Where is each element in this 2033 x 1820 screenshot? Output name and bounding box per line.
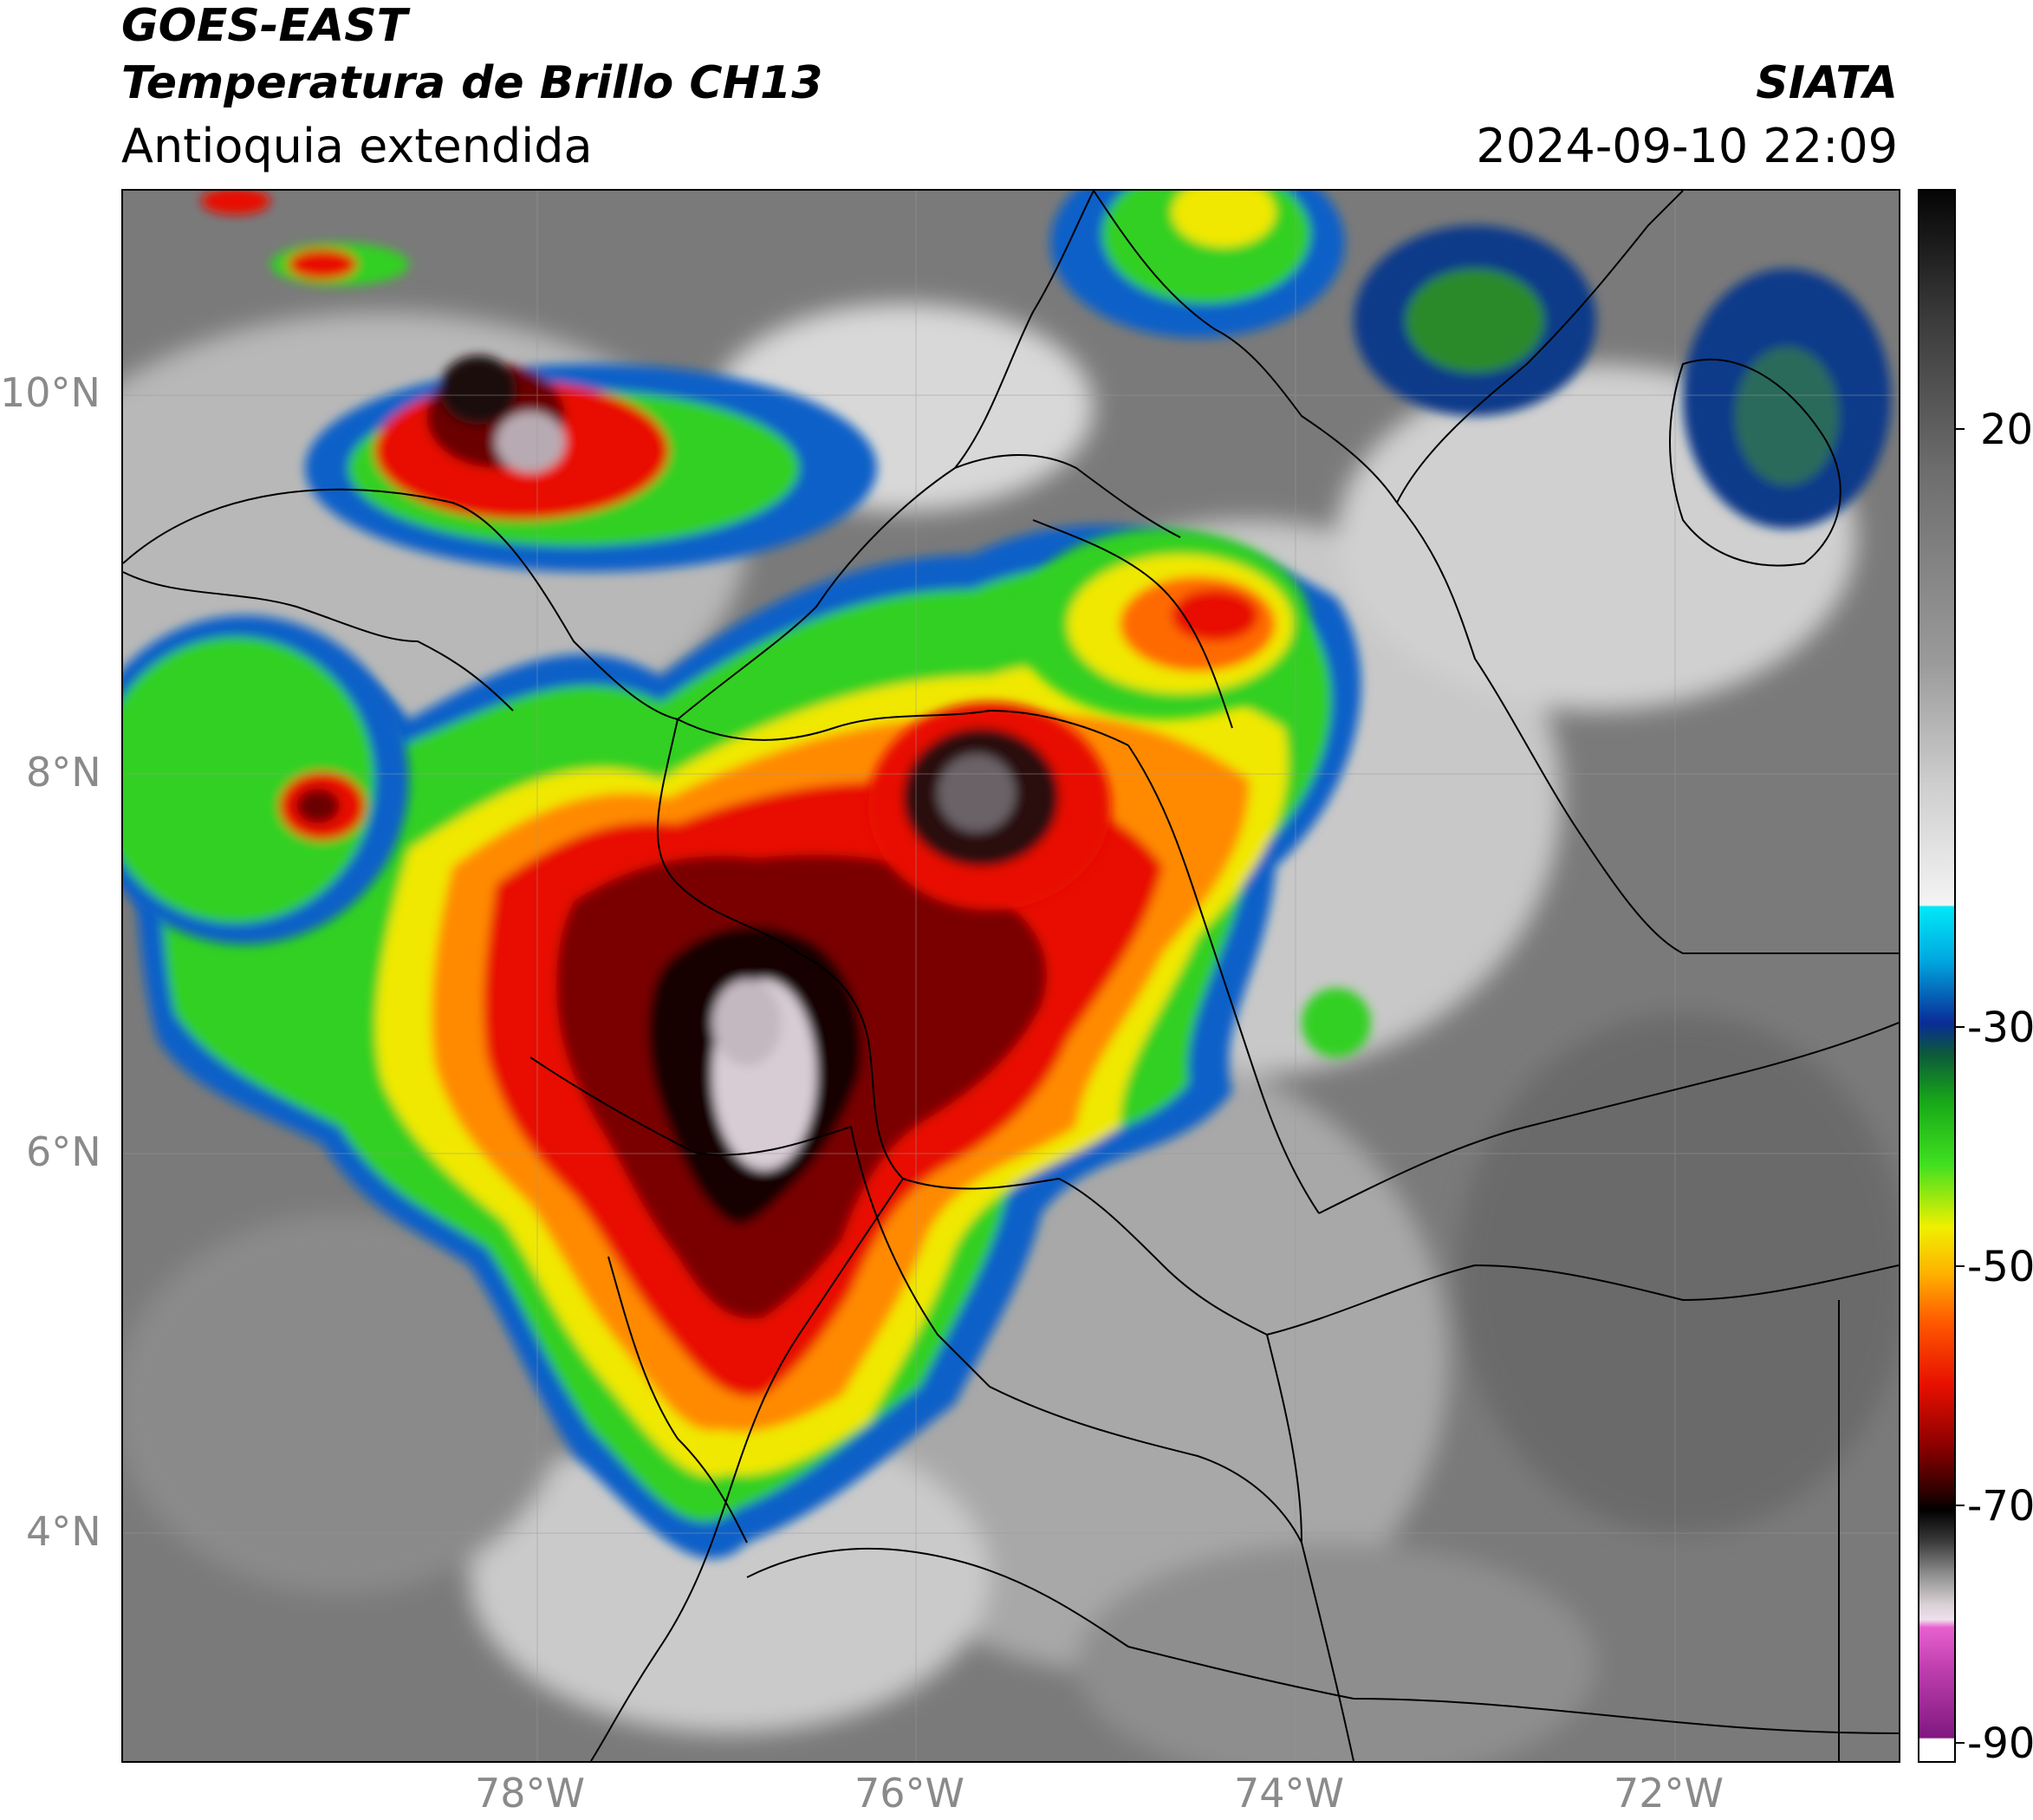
lat-label-8n: 8°N xyxy=(26,749,101,796)
colorbar-tick xyxy=(1956,1265,1965,1267)
colorbar-label-minus70: -70 xyxy=(1967,1482,2033,1531)
colorbar-tick xyxy=(1956,1026,1965,1028)
lon-label-76w: 76°W xyxy=(854,1770,965,1817)
timestamp-label: 2024-09-10 22:09 xyxy=(1476,119,1898,173)
lat-label-6n: 6°N xyxy=(26,1128,101,1175)
organization-label: SIATA xyxy=(1756,57,1898,109)
secondary-core xyxy=(868,702,1111,910)
satellite-title: GOES-EAST xyxy=(121,0,408,52)
lon-label-74w: 74°W xyxy=(1234,1770,1345,1817)
lat-label-4n: 4°N xyxy=(26,1508,101,1555)
east-cell xyxy=(1016,529,1310,719)
satellite-map xyxy=(121,189,1900,1763)
lon-label-72w: 72°W xyxy=(1614,1770,1724,1817)
temperature-colorbar xyxy=(1918,189,1956,1763)
colorbar-tick xyxy=(1956,1742,1965,1744)
product-title: Temperatura de Brillo CH13 xyxy=(121,57,823,109)
political-boundaries xyxy=(123,191,1899,1761)
lon-label-78w: 78°W xyxy=(475,1770,586,1817)
colorbar-label-20: 20 xyxy=(1980,406,2033,454)
colorbar-tick xyxy=(1956,428,1965,430)
colorbar-tick xyxy=(1956,1505,1965,1506)
region-subtitle: Antioquia extendida xyxy=(121,119,593,173)
colorbar-label-minus90: -90 xyxy=(1967,1719,2033,1768)
brightness-temperature-image xyxy=(123,191,1899,1761)
colorbar-gradient xyxy=(1919,191,1954,1761)
graticule xyxy=(123,191,1899,1761)
colorbar-label-minus30: -30 xyxy=(1967,1004,2033,1052)
colorbar-label-minus50: -50 xyxy=(1967,1243,2033,1291)
lat-label-10n: 10°N xyxy=(0,369,101,416)
west-cell xyxy=(123,615,409,945)
